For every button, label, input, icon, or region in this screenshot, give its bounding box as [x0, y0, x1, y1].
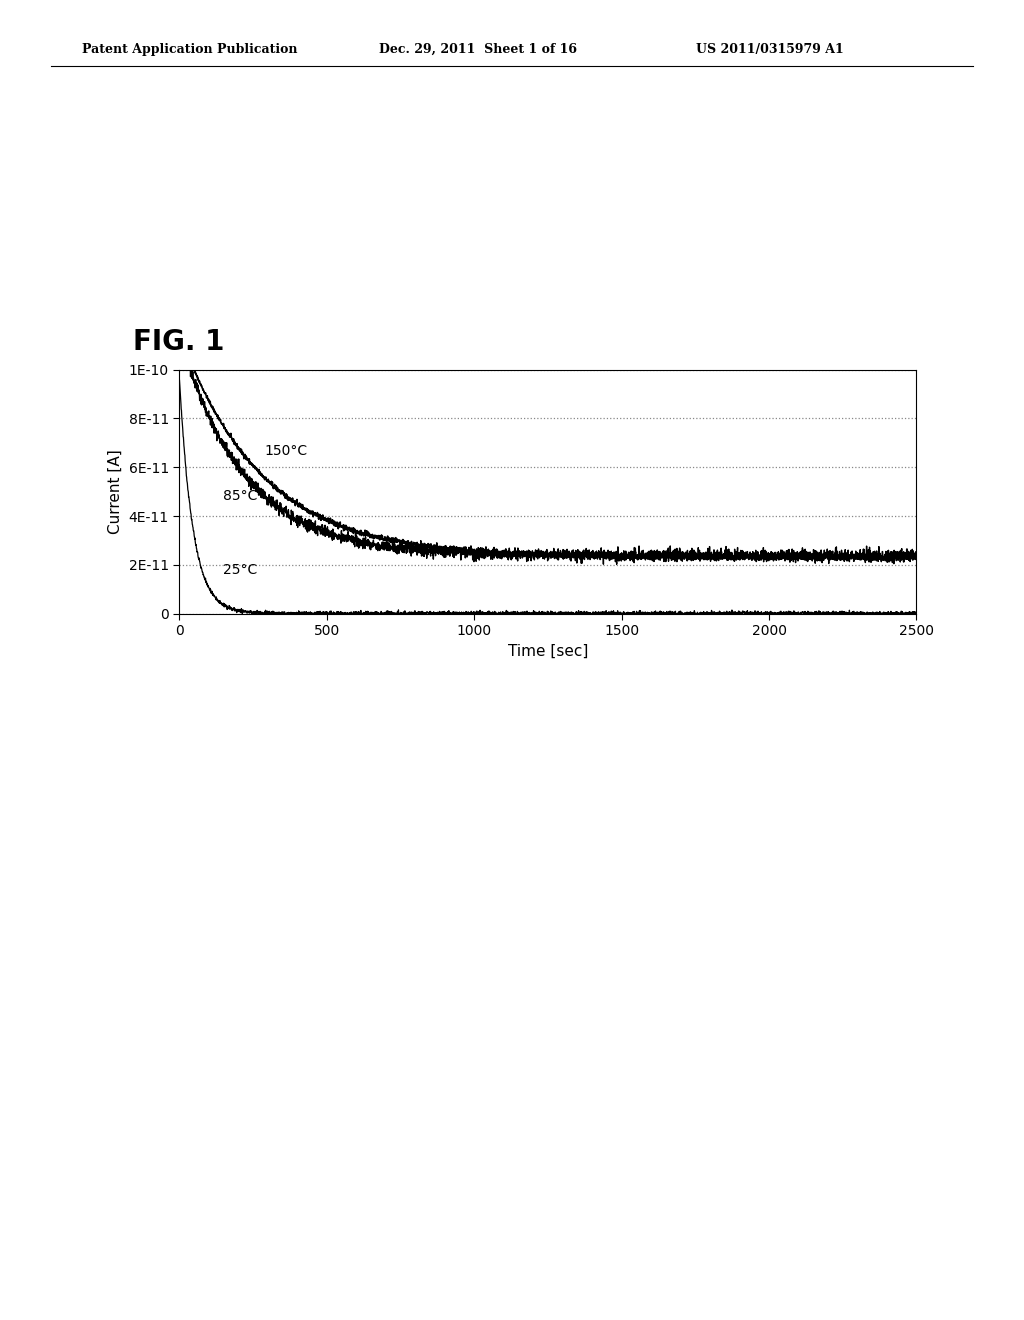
- Text: 85°C: 85°C: [223, 490, 258, 503]
- Text: Dec. 29, 2011  Sheet 1 of 16: Dec. 29, 2011 Sheet 1 of 16: [379, 42, 577, 55]
- Text: FIG. 1: FIG. 1: [133, 327, 224, 356]
- Y-axis label: Current [A]: Current [A]: [108, 449, 123, 535]
- X-axis label: Time [sec]: Time [sec]: [508, 644, 588, 659]
- Text: US 2011/0315979 A1: US 2011/0315979 A1: [696, 42, 844, 55]
- Text: 25°C: 25°C: [223, 562, 258, 577]
- Text: Patent Application Publication: Patent Application Publication: [82, 42, 297, 55]
- Text: 150°C: 150°C: [265, 444, 308, 458]
